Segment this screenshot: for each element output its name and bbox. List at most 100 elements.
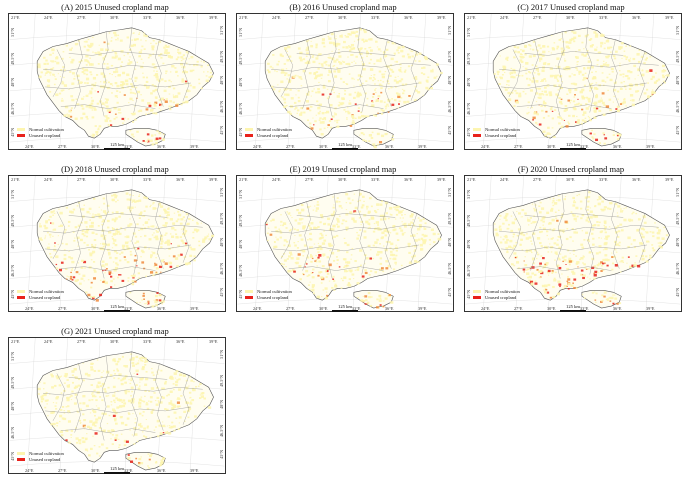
normal-cropland-pixel [510,71,514,75]
normal-cropland-pixel [336,259,339,262]
normal-cropland-pixel [551,270,555,273]
normal-cropland-pixel [310,53,313,55]
normal-cropland-pixel [595,82,598,84]
normal-cropland-pixel [661,237,665,240]
normal-cropland-pixel [629,84,633,87]
normal-cropland-pixel [80,422,82,424]
normal-cropland-pixel [512,76,516,79]
normal-cropland-pixel [149,205,151,208]
normal-cropland-pixel [382,109,385,112]
normal-cropland-pixel [343,61,346,63]
normal-cropland-pixel [558,84,561,87]
bottom-longitude-tick: 30°E [547,306,556,311]
normal-cropland-pixel [569,91,572,94]
normal-cropland-pixel [65,206,68,209]
normal-cropland-pixel [105,447,109,450]
normal-cropland-pixel [356,237,359,240]
normal-cropland-pixel [663,226,666,229]
normal-cropland-pixel [122,377,125,379]
bottom-longitude-tick: 33°E [580,306,589,311]
normal-cropland-pixel [324,270,327,273]
normal-cropland-pixel [163,217,165,220]
unused-cropland-pixel [529,268,531,270]
normal-cropland-pixel [413,244,417,248]
normal-cropland-pixel [347,56,349,58]
normal-cropland-pixel [533,72,536,74]
normal-cropland-pixel [186,223,189,226]
normal-cropland-pixel [37,393,40,395]
normal-cropland-pixel [185,213,189,216]
normal-cropland-pixel [180,395,183,397]
normal-cropland-pixel [111,227,115,231]
normal-cropland-pixel [632,211,635,214]
normal-cropland-pixel [576,121,580,124]
unused-cropland-pixel [544,263,547,266]
oblast-border [530,201,539,271]
normal-cropland-pixel [594,101,598,105]
map-legend: Normal cultivation Unused cropland [17,127,77,143]
normal-cropland-pixel [169,217,173,221]
normal-cropland-pixel [322,86,326,89]
normal-cropland-pixel [341,97,345,100]
normal-cropland-pixel [436,75,438,77]
map-legend: Normal cultivation Unused cropland [17,289,77,305]
normal-cropland-pixel [540,81,542,82]
unused-cropland-pixel [574,94,576,96]
normal-cropland-pixel [642,249,646,253]
normal-cropland-pixel [521,49,525,52]
normal-cropland-pixel [148,238,152,241]
normal-cropland-pixel [63,382,66,384]
normal-cropland-pixel [411,55,414,58]
normal-cropland-pixel [363,214,367,217]
normal-cropland-pixel [65,406,68,408]
unused-cropland-pixel [559,285,561,288]
normal-cropland-pixel [156,386,159,389]
normal-cropland-pixel [124,236,127,238]
normal-cropland-pixel [581,214,585,217]
normal-cropland-pixel [177,210,180,213]
normal-cropland-pixel [634,83,639,87]
normal-cropland-pixel [60,392,63,394]
top-longitude-tick: 33°E [143,15,152,20]
normal-cropland-pixel [555,68,558,70]
normal-cropland-pixel [115,211,119,214]
normal-cropland-pixel [122,71,126,75]
normal-cropland-pixel [384,234,387,237]
map-panel: (C) 2017 Unused cropland map 21°E 24°E 27°E… [460,2,682,150]
unused-cropland-pixel [154,101,158,104]
normal-cropland-pixel [353,78,355,80]
normal-cropland-pixel [77,439,82,442]
legend-unused-swatch [245,133,253,138]
normal-cropland-pixel [154,112,158,115]
normal-cropland-pixel [300,238,304,241]
normal-cropland-pixel [572,196,575,200]
normal-cropland-pixel [112,242,115,245]
normal-cropland-pixel [343,266,345,269]
normal-cropland-pixel [138,51,142,54]
meridian-line [27,176,36,311]
normal-cropland-pixel [54,78,57,81]
normal-cropland-pixel [120,65,123,68]
normal-cropland-pixel [202,240,206,243]
normal-cropland-pixel [164,209,167,212]
normal-cropland-pixel [365,220,369,224]
normal-cropland-pixel [357,234,360,237]
normal-cropland-pixel [415,89,418,92]
normal-cropland-pixel [414,75,418,78]
left-latitude-tick: 46.5°N [466,103,471,116]
normal-cropland-pixel [388,88,390,90]
unused-cropland-pixel [605,105,610,109]
normal-cropland-pixel [280,72,283,74]
normal-cropland-pixel [564,108,568,111]
normal-cropland-pixel [334,44,338,48]
normal-cropland-pixel [98,44,100,46]
normal-cropland-pixel [140,211,143,213]
normal-cropland-pixel [545,264,548,267]
normal-cropland-pixel [534,221,537,223]
unused-cropland-pixel [134,254,137,257]
normal-cropland-pixel [86,60,89,63]
normal-cropland-pixel [119,91,121,93]
panel-title: (C) 2017 Unused cropland map [517,2,625,12]
normal-cropland-pixel [603,222,607,225]
normal-cropland-pixel [505,83,508,86]
